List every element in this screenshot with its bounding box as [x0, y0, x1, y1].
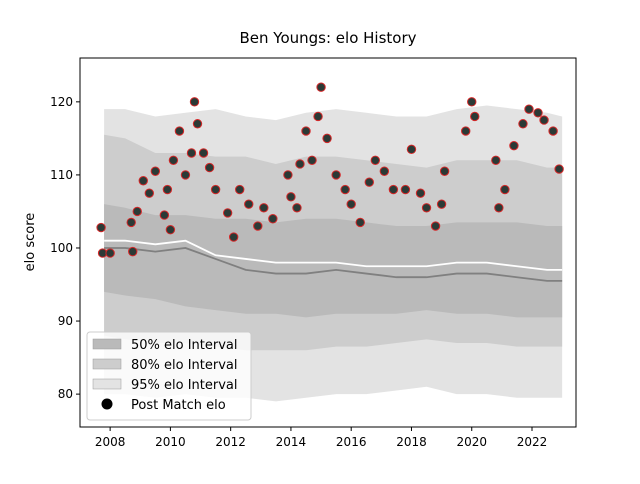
post-match-point — [168, 155, 179, 165]
post-match-point — [144, 188, 155, 198]
post-match-point — [159, 210, 170, 220]
mean-line — [104, 239, 563, 271]
y-axis-label: elo score — [23, 213, 38, 272]
x-tick-label: 2022 — [517, 435, 548, 449]
post-match-point — [500, 184, 510, 195]
post-match-point — [491, 155, 501, 165]
post-match-point — [467, 97, 477, 107]
post-match-point — [548, 126, 558, 136]
mean-line — [104, 247, 563, 282]
legend-swatch — [92, 358, 122, 370]
post-match-point — [138, 176, 148, 186]
post-match-point — [509, 140, 519, 151]
post-match-point — [301, 126, 311, 136]
x-tick-label: 2018 — [396, 435, 427, 449]
post-match-point — [186, 148, 197, 158]
post-match-point — [400, 184, 411, 195]
x-tick-label: 2016 — [336, 435, 367, 449]
post-match-point — [307, 155, 317, 165]
post-match-point — [228, 232, 239, 242]
post-match-point — [415, 188, 426, 198]
post-match-point — [222, 208, 233, 218]
y-tick-label: 80 — [58, 387, 73, 401]
post-match-point — [524, 104, 534, 114]
post-match-point — [539, 115, 549, 125]
x-tick-label: 2008 — [95, 435, 126, 449]
post-match-point — [421, 203, 432, 213]
post-match-point — [518, 119, 528, 129]
post-match-point — [554, 164, 564, 174]
legend-label: 50% elo Interval — [131, 338, 238, 353]
post-match-point — [355, 217, 365, 228]
post-match-point — [439, 166, 450, 176]
plot-frame — [79, 57, 577, 428]
post-match-point — [189, 97, 200, 107]
post-match-point — [105, 248, 115, 258]
post-match-point — [150, 166, 161, 176]
post-match-point — [96, 222, 106, 233]
post-match-point — [259, 203, 269, 213]
chart-title: Ben Youngs: elo History — [239, 29, 416, 47]
legend-box — [86, 331, 252, 421]
post-match-point — [313, 111, 323, 122]
post-match-point — [461, 126, 471, 136]
post-match-point — [286, 192, 296, 202]
post-match-point — [165, 225, 176, 235]
post-match-point — [494, 203, 504, 213]
post-match-point — [295, 159, 305, 169]
post-match-point — [174, 126, 185, 136]
legend-swatch — [92, 378, 122, 390]
post-match-point — [244, 199, 254, 209]
x-tick-label: 2010 — [155, 435, 186, 449]
legend-swatch — [92, 338, 122, 350]
post-match-point — [340, 184, 350, 195]
legend-label: 80% elo Interval — [131, 358, 238, 373]
x-tick-label: 2020 — [456, 435, 487, 449]
interval-band — [104, 204, 563, 318]
post-match-point — [346, 199, 356, 209]
post-match-point — [533, 108, 543, 118]
post-match-point — [388, 184, 399, 195]
post-match-point — [406, 144, 417, 155]
post-match-point — [253, 221, 263, 231]
post-match-point — [370, 155, 381, 165]
post-match-point — [198, 148, 209, 158]
post-match-point — [430, 221, 441, 231]
legend: 50% elo Interval 80% elo Interval 95% elo … — [86, 331, 252, 421]
post-match-point — [364, 177, 374, 187]
post-match-point — [331, 170, 341, 180]
post-match-point — [235, 184, 245, 195]
post-match-point — [162, 184, 173, 195]
legend-marker — [101, 398, 113, 410]
post-match-point — [180, 170, 191, 180]
post-match-point — [132, 206, 142, 217]
post-match-point — [316, 82, 326, 92]
y-tick-label: 110 — [50, 168, 73, 182]
post-match-point — [126, 217, 136, 228]
post-match-point — [268, 214, 278, 224]
x-tick-label: 2012 — [215, 435, 246, 449]
post-match-point — [436, 199, 447, 209]
post-match-point — [210, 184, 221, 195]
y-tick-label: 100 — [50, 241, 73, 255]
post-match-point — [379, 166, 390, 176]
post-match-point — [128, 246, 138, 257]
y-tick-label: 90 — [58, 314, 73, 328]
legend-label: 95% elo Interval — [131, 378, 238, 393]
post-match-point — [283, 170, 293, 180]
post-match-point — [192, 119, 203, 129]
x-tick-label: 2014 — [276, 435, 307, 449]
post-match-point — [470, 111, 480, 122]
post-match-point — [204, 162, 215, 173]
legend-label: Post Match elo — [131, 398, 226, 413]
post-match-point — [322, 133, 332, 144]
post-match-point — [292, 203, 302, 213]
y-tick-label: 120 — [50, 95, 73, 109]
